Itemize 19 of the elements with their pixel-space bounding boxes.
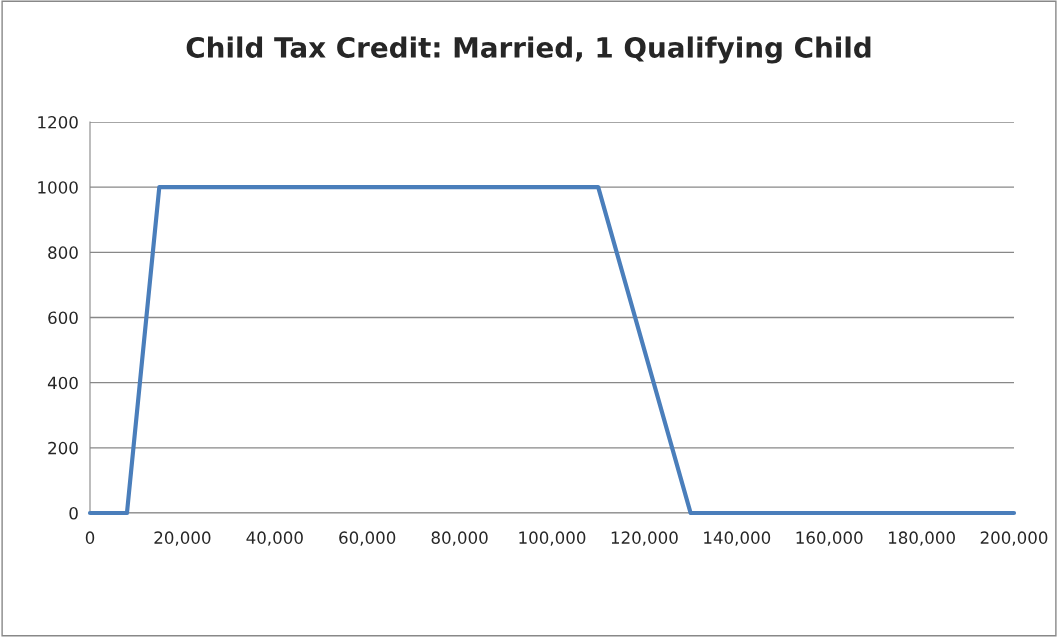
x-tick-label: 20,000 <box>154 531 211 546</box>
x-tick-label: 60,000 <box>339 531 396 546</box>
x-tick-label: 0 <box>85 531 95 544</box>
y-tick-label: 200 <box>48 441 78 455</box>
x-tick-label: 80,000 <box>431 531 488 546</box>
x-tick-label: 100,000 <box>519 531 586 546</box>
y-tick-label: 600 <box>48 311 78 325</box>
x-tick-label: 140,000 <box>704 531 771 546</box>
y-tick-label: 400 <box>47 376 78 390</box>
y-tick-label: 0 <box>69 506 78 520</box>
x-tick-label: 120,000 <box>611 531 678 546</box>
x-tick-label: 160,000 <box>796 531 863 546</box>
y-tick-label: 1000 <box>38 181 78 194</box>
y-tick-label: 800 <box>48 246 78 259</box>
y-tick-label: 1200 <box>38 115 78 129</box>
chart-title: Child Tax Credit: Married, 1 Qualifying Child <box>186 36 871 64</box>
x-tick-label: 40,000 <box>246 531 303 546</box>
x-tick-label: 180,000 <box>888 531 955 546</box>
x-tick-label: 200,000 <box>980 531 1048 546</box>
